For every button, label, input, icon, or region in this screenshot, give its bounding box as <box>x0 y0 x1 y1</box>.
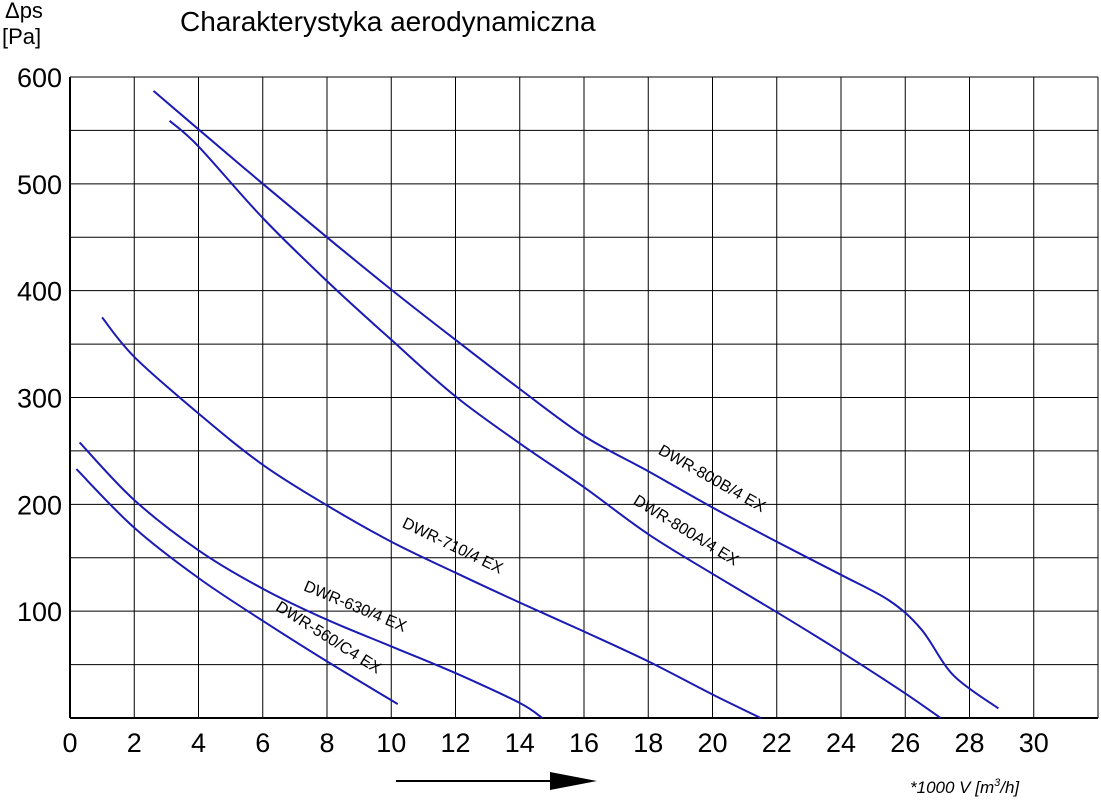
grid <box>69 76 1099 719</box>
x-tick-label: 26 <box>890 728 920 758</box>
x-tick-label: 0 <box>62 728 77 758</box>
y-tick-label: 200 <box>17 490 62 520</box>
chart-title: Charakterystyka aerodynamiczna <box>180 6 596 37</box>
x-tick-label: 22 <box>762 728 792 758</box>
series-lines <box>75 90 999 719</box>
x-tick-label: 6 <box>255 728 270 758</box>
x-tick-label: 8 <box>319 728 334 758</box>
series-line <box>78 441 543 719</box>
series-line <box>152 90 999 710</box>
series-line <box>75 468 399 705</box>
series-line <box>168 120 942 719</box>
x-axis-label: *1000 V [m3/h] <box>910 777 1020 797</box>
series-label: DWR-710/4 EX <box>399 515 505 578</box>
series-line <box>101 316 762 719</box>
x-tick-label: 20 <box>697 728 727 758</box>
x-tick-label: 4 <box>191 728 206 758</box>
x-tick-label: 16 <box>569 728 599 758</box>
flow-direction-arrow <box>396 772 597 790</box>
y-axis-ticks: 100 200 300 400 500 600 <box>17 63 62 627</box>
x-tick-label: 30 <box>1019 728 1049 758</box>
x-tick-label: 12 <box>440 728 470 758</box>
y-tick-label: 100 <box>17 597 62 627</box>
series-label: DWR-800B/4 EX <box>655 442 768 516</box>
x-tick-label: 18 <box>633 728 663 758</box>
x-axis-ticks: 0 2 4 6 8 10 12 14 16 18 20 22 24 26 28 30 <box>62 728 1048 758</box>
y-tick-label: 400 <box>17 277 62 307</box>
x-tick-label: 24 <box>826 728 856 758</box>
y-tick-label: 300 <box>17 384 62 414</box>
y-axis-label-symbol: Δps <box>5 0 43 23</box>
x-tick-label: 28 <box>954 728 984 758</box>
x-tick-label: 10 <box>376 728 406 758</box>
x-tick-label: 2 <box>127 728 142 758</box>
y-tick-label: 500 <box>17 170 62 200</box>
y-tick-label: 600 <box>17 63 62 93</box>
y-axis-label-unit: [Pa] <box>2 24 41 49</box>
x-tick-label: 14 <box>505 728 535 758</box>
